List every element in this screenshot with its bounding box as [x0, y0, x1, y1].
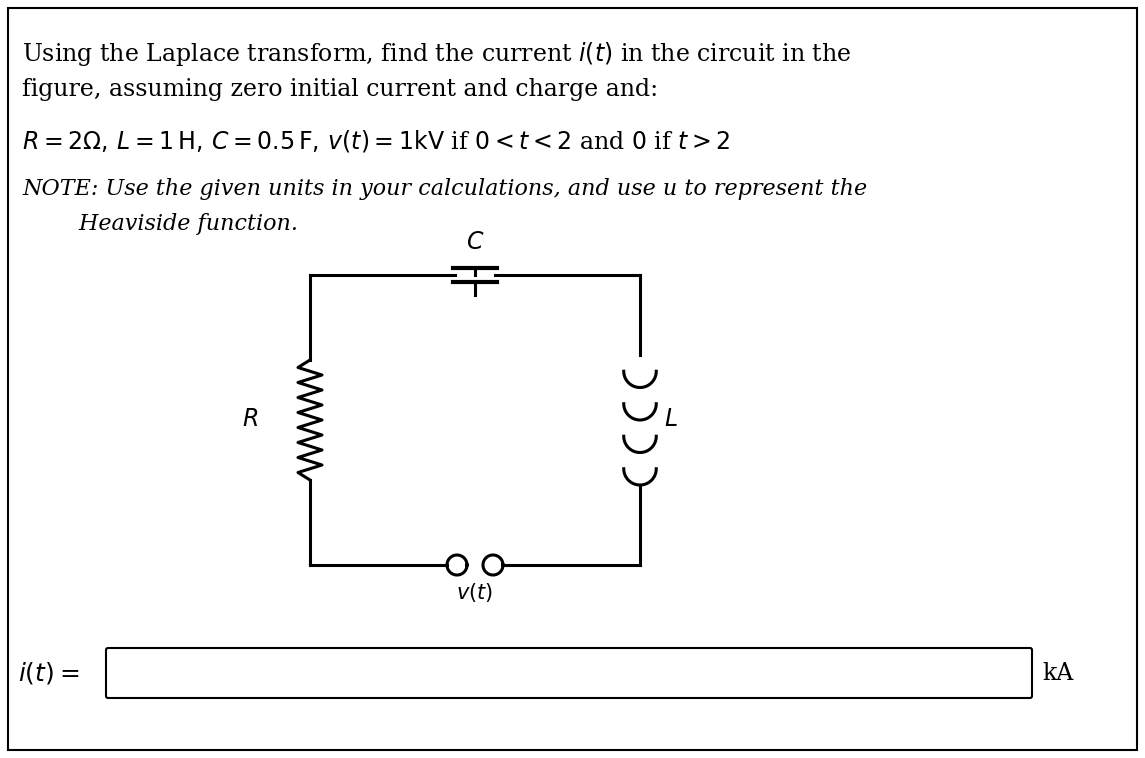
Text: $C$: $C$: [466, 231, 484, 254]
Text: kA: kA: [1042, 662, 1073, 684]
Text: $v(t)$: $v(t)$: [457, 581, 493, 604]
Text: $R$: $R$: [242, 409, 258, 431]
Text: figure, assuming zero initial current and charge and:: figure, assuming zero initial current an…: [22, 78, 658, 101]
Text: $i(t) =$: $i(t) =$: [18, 660, 79, 686]
Text: NOTE: Use the given units in your calculations, and use u to represent the: NOTE: Use the given units in your calcul…: [22, 178, 867, 200]
Text: Heaviside function.: Heaviside function.: [22, 213, 298, 235]
Text: Using the Laplace transform, find the current $i(t)$ in the circuit in the: Using the Laplace transform, find the cu…: [22, 40, 852, 68]
Text: $R = 2\Omega,\, L = 1\,\mathrm{H},\, C = 0.5\,\mathrm{F},\, v(t) = 1\mathrm{kV}$: $R = 2\Omega,\, L = 1\,\mathrm{H},\, C =…: [22, 128, 731, 154]
FancyBboxPatch shape: [106, 648, 1032, 698]
Text: $L$: $L$: [664, 409, 678, 431]
